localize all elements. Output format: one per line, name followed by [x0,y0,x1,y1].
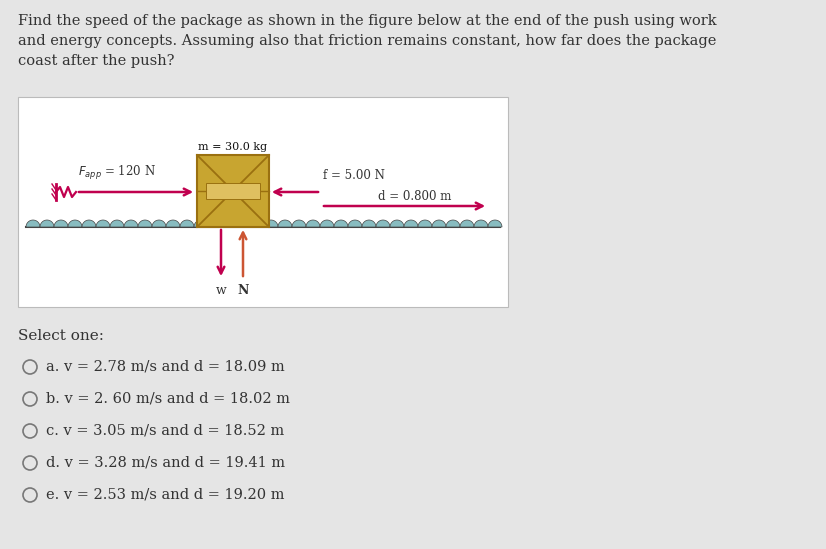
Polygon shape [110,220,124,227]
Polygon shape [180,220,194,227]
Polygon shape [124,220,138,227]
Polygon shape [264,220,278,227]
Polygon shape [236,220,250,227]
Polygon shape [460,220,474,227]
Polygon shape [474,220,488,227]
Text: and energy concepts. Assuming also that friction remains constant, how far does : and energy concepts. Assuming also that … [18,34,716,48]
Polygon shape [138,220,152,227]
Bar [206,183,260,199]
Text: $F_{app}$ = 120 N: $F_{app}$ = 120 N [78,164,156,182]
Polygon shape [488,220,502,227]
Bar [197,155,269,227]
Polygon shape [278,220,292,227]
Text: m = 30.0 kg: m = 30.0 kg [198,142,268,152]
Polygon shape [152,220,166,227]
Polygon shape [334,220,348,227]
Polygon shape [320,220,334,227]
Polygon shape [166,220,180,227]
Text: c. v = 3.05 m/s and d = 18.52 m: c. v = 3.05 m/s and d = 18.52 m [46,424,284,438]
Text: Select one:: Select one: [18,329,104,343]
Text: a. v = 2.78 m/s and d = 18.09 m: a. v = 2.78 m/s and d = 18.09 m [46,360,285,374]
Bar [18,97,508,307]
Polygon shape [208,220,222,227]
Polygon shape [306,220,320,227]
Polygon shape [446,220,460,227]
Polygon shape [194,220,208,227]
Polygon shape [362,220,376,227]
Text: b. v = 2. 60 m/s and d = 18.02 m: b. v = 2. 60 m/s and d = 18.02 m [46,392,290,406]
Text: e. v = 2.53 m/s and d = 19.20 m: e. v = 2.53 m/s and d = 19.20 m [46,488,284,502]
Text: Find the speed of the package as shown in the figure below at the end of the pus: Find the speed of the package as shown i… [18,14,717,28]
Polygon shape [40,220,54,227]
Polygon shape [292,220,306,227]
Polygon shape [348,220,362,227]
Polygon shape [432,220,446,227]
Polygon shape [68,220,82,227]
Polygon shape [26,220,40,227]
Polygon shape [222,220,236,227]
Polygon shape [376,220,390,227]
Text: coast after the push?: coast after the push? [18,54,174,68]
Text: d = 0.800 m: d = 0.800 m [377,190,451,203]
Polygon shape [250,220,264,227]
Polygon shape [96,220,110,227]
Text: N: N [237,284,249,297]
Polygon shape [82,220,96,227]
Polygon shape [418,220,432,227]
Text: f = 5.00 N: f = 5.00 N [323,169,385,182]
Polygon shape [390,220,404,227]
Text: w: w [216,284,226,297]
Polygon shape [404,220,418,227]
Polygon shape [54,220,68,227]
Text: d. v = 3.28 m/s and d = 19.41 m: d. v = 3.28 m/s and d = 19.41 m [46,456,285,470]
